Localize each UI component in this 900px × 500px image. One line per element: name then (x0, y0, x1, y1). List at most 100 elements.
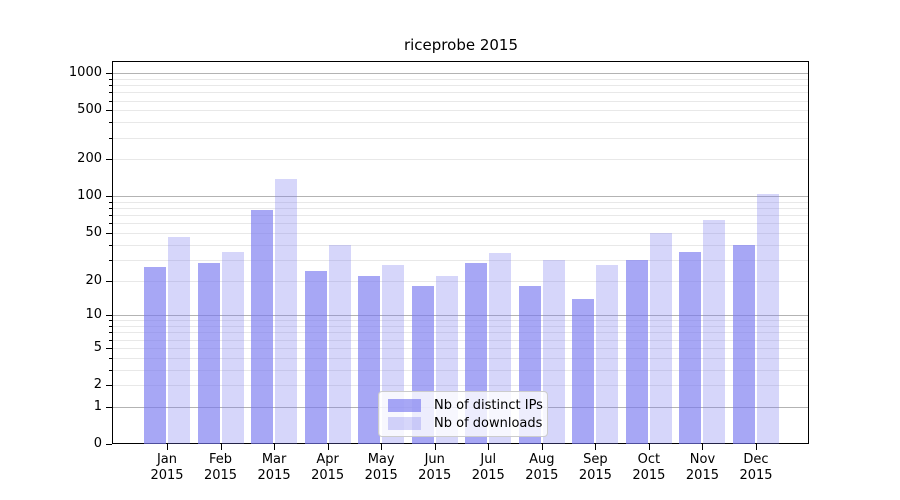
bar-downloads (596, 265, 619, 444)
y-tick-label: 1 (93, 398, 102, 414)
legend-row-ips: Nb of distinct IPs (388, 398, 543, 413)
y-gridline (113, 385, 808, 387)
legend-row-downloads: Nb of downloads (388, 416, 542, 431)
y-tick (106, 406, 112, 408)
y-gridline-minor (113, 137, 808, 139)
bar-distinct-ips (625, 259, 648, 444)
x-label-year: 2015 (311, 468, 345, 483)
y-gridline-minor (113, 122, 808, 124)
bar-distinct-ips (304, 271, 327, 444)
chart-title: riceprobe 2015 (403, 36, 519, 54)
y-tick-label: 100 (77, 188, 102, 204)
x-label-year: 2015 (418, 468, 452, 483)
bar-downloads (221, 251, 244, 444)
x-tick-label: Sep 2015 (563, 452, 627, 484)
y-gridline-minor (113, 100, 808, 102)
y-gridline (113, 159, 808, 161)
x-label-year: 2015 (257, 468, 291, 483)
x-tick (327, 444, 329, 450)
x-label-month: Feb (209, 452, 233, 467)
y-minor-tick (109, 369, 112, 371)
y-tick (106, 347, 112, 349)
bar-distinct-ips (733, 244, 755, 444)
legend-label-downloads: Nb of downloads (434, 415, 543, 431)
y-tick-label: 0 (93, 436, 102, 451)
y-minor-tick (109, 326, 112, 328)
y-gridline (113, 347, 808, 349)
bar-downloads (757, 193, 779, 444)
legend-swatch-distinct-ips (388, 398, 421, 412)
y-minor-tick (109, 223, 112, 225)
legend-label-distinct-ips: Nb of distinct IPs (434, 397, 543, 413)
y-tick-label: 20 (85, 272, 102, 288)
x-label-month: Jan (156, 452, 178, 467)
y-gridline-minor (113, 215, 808, 217)
x-label-year: 2015 (685, 468, 719, 483)
y-tick (106, 233, 112, 235)
x-tick (541, 444, 543, 450)
y-gridline (113, 110, 808, 112)
y-minor-tick (109, 357, 112, 359)
y-gridline-minor (113, 208, 808, 210)
y-minor-tick (109, 100, 112, 102)
x-label-month: Sep (583, 452, 608, 467)
y-minor-tick (109, 244, 112, 246)
legend-swatch-downloads (388, 416, 421, 430)
x-tick-label: May 2015 (349, 452, 413, 484)
x-label-month: Dec (743, 452, 769, 467)
bar-downloads (703, 220, 726, 444)
y-gridline-minor (113, 201, 808, 203)
x-tick (702, 444, 704, 450)
x-tick (756, 444, 757, 450)
x-tick-label: Aug 2015 (510, 452, 574, 484)
y-gridline-minor (113, 92, 808, 94)
y-gridline-minor (113, 357, 808, 359)
y-gridline-minor (113, 259, 808, 261)
y-tick (106, 159, 112, 161)
plot-area (112, 61, 809, 444)
y-tick (106, 315, 112, 317)
x-label-year: 2015 (578, 468, 612, 483)
y-minor-tick (109, 215, 112, 217)
y-gridline (113, 315, 808, 317)
y-tick-label: 10 (85, 307, 102, 323)
x-label-month: Apr (316, 452, 339, 467)
y-gridline (113, 73, 808, 75)
y-tick-label: 2 (93, 377, 102, 393)
y-minor-tick (109, 259, 112, 261)
x-tick (167, 444, 168, 450)
legend: Nb of distinct IPs Nb of downloads (378, 391, 548, 437)
y-gridline-minor (113, 339, 808, 341)
x-label-month: Oct (637, 452, 661, 467)
bar-distinct-ips (679, 251, 702, 444)
y-minor-tick (109, 137, 112, 139)
x-label-month: Jun (424, 452, 445, 467)
bar-downloads (275, 179, 298, 444)
x-tick (488, 444, 490, 450)
x-label-year: 2015 (203, 468, 238, 483)
y-gridline-minor (113, 85, 808, 87)
x-tick-label: Feb 2015 (189, 452, 253, 484)
x-label-year: 2015 (471, 468, 505, 483)
x-tick (648, 444, 650, 450)
x-tick (381, 444, 383, 450)
x-label-year: 2015 (364, 468, 398, 483)
y-gridline-minor (113, 332, 808, 334)
y-gridline-minor (113, 369, 808, 371)
x-tick-label: Dec 2015 (724, 452, 788, 484)
bar-distinct-ips (197, 263, 220, 444)
x-tick-label: Jul 2015 (456, 452, 520, 484)
bar-distinct-ips (358, 275, 381, 444)
x-tick (274, 444, 276, 450)
x-tick-label: Jun 2015 (403, 452, 467, 484)
x-tick-label: Apr 2015 (296, 452, 360, 484)
y-minor-tick (109, 78, 112, 80)
y-gridline (113, 233, 808, 235)
y-gridline-minor (113, 244, 808, 246)
x-tick (434, 444, 436, 450)
y-gridline-minor (113, 326, 808, 328)
bar-distinct-ips (572, 298, 595, 444)
y-tick (106, 280, 112, 282)
y-tick-label: 200 (77, 151, 102, 167)
x-label-month: Nov (689, 452, 716, 467)
